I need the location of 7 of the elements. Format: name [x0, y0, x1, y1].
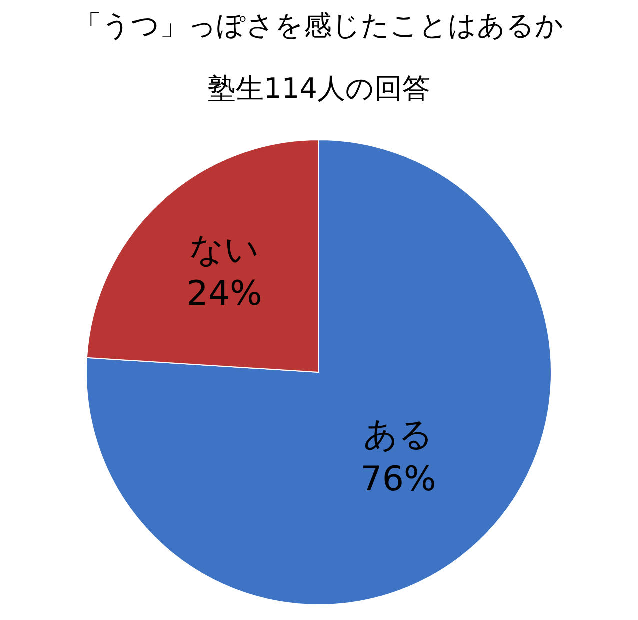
slice-label: ない [190, 230, 260, 270]
chart-subtitle: 塾生114人の回答 [208, 72, 430, 105]
data-label: 76% [360, 459, 436, 500]
pie-slice [86, 140, 552, 606]
slice-label: ある [364, 415, 434, 456]
chart-title: 「うつ」っぽさを感じたことはあるか [74, 9, 564, 42]
data-label: 24% [186, 274, 262, 314]
